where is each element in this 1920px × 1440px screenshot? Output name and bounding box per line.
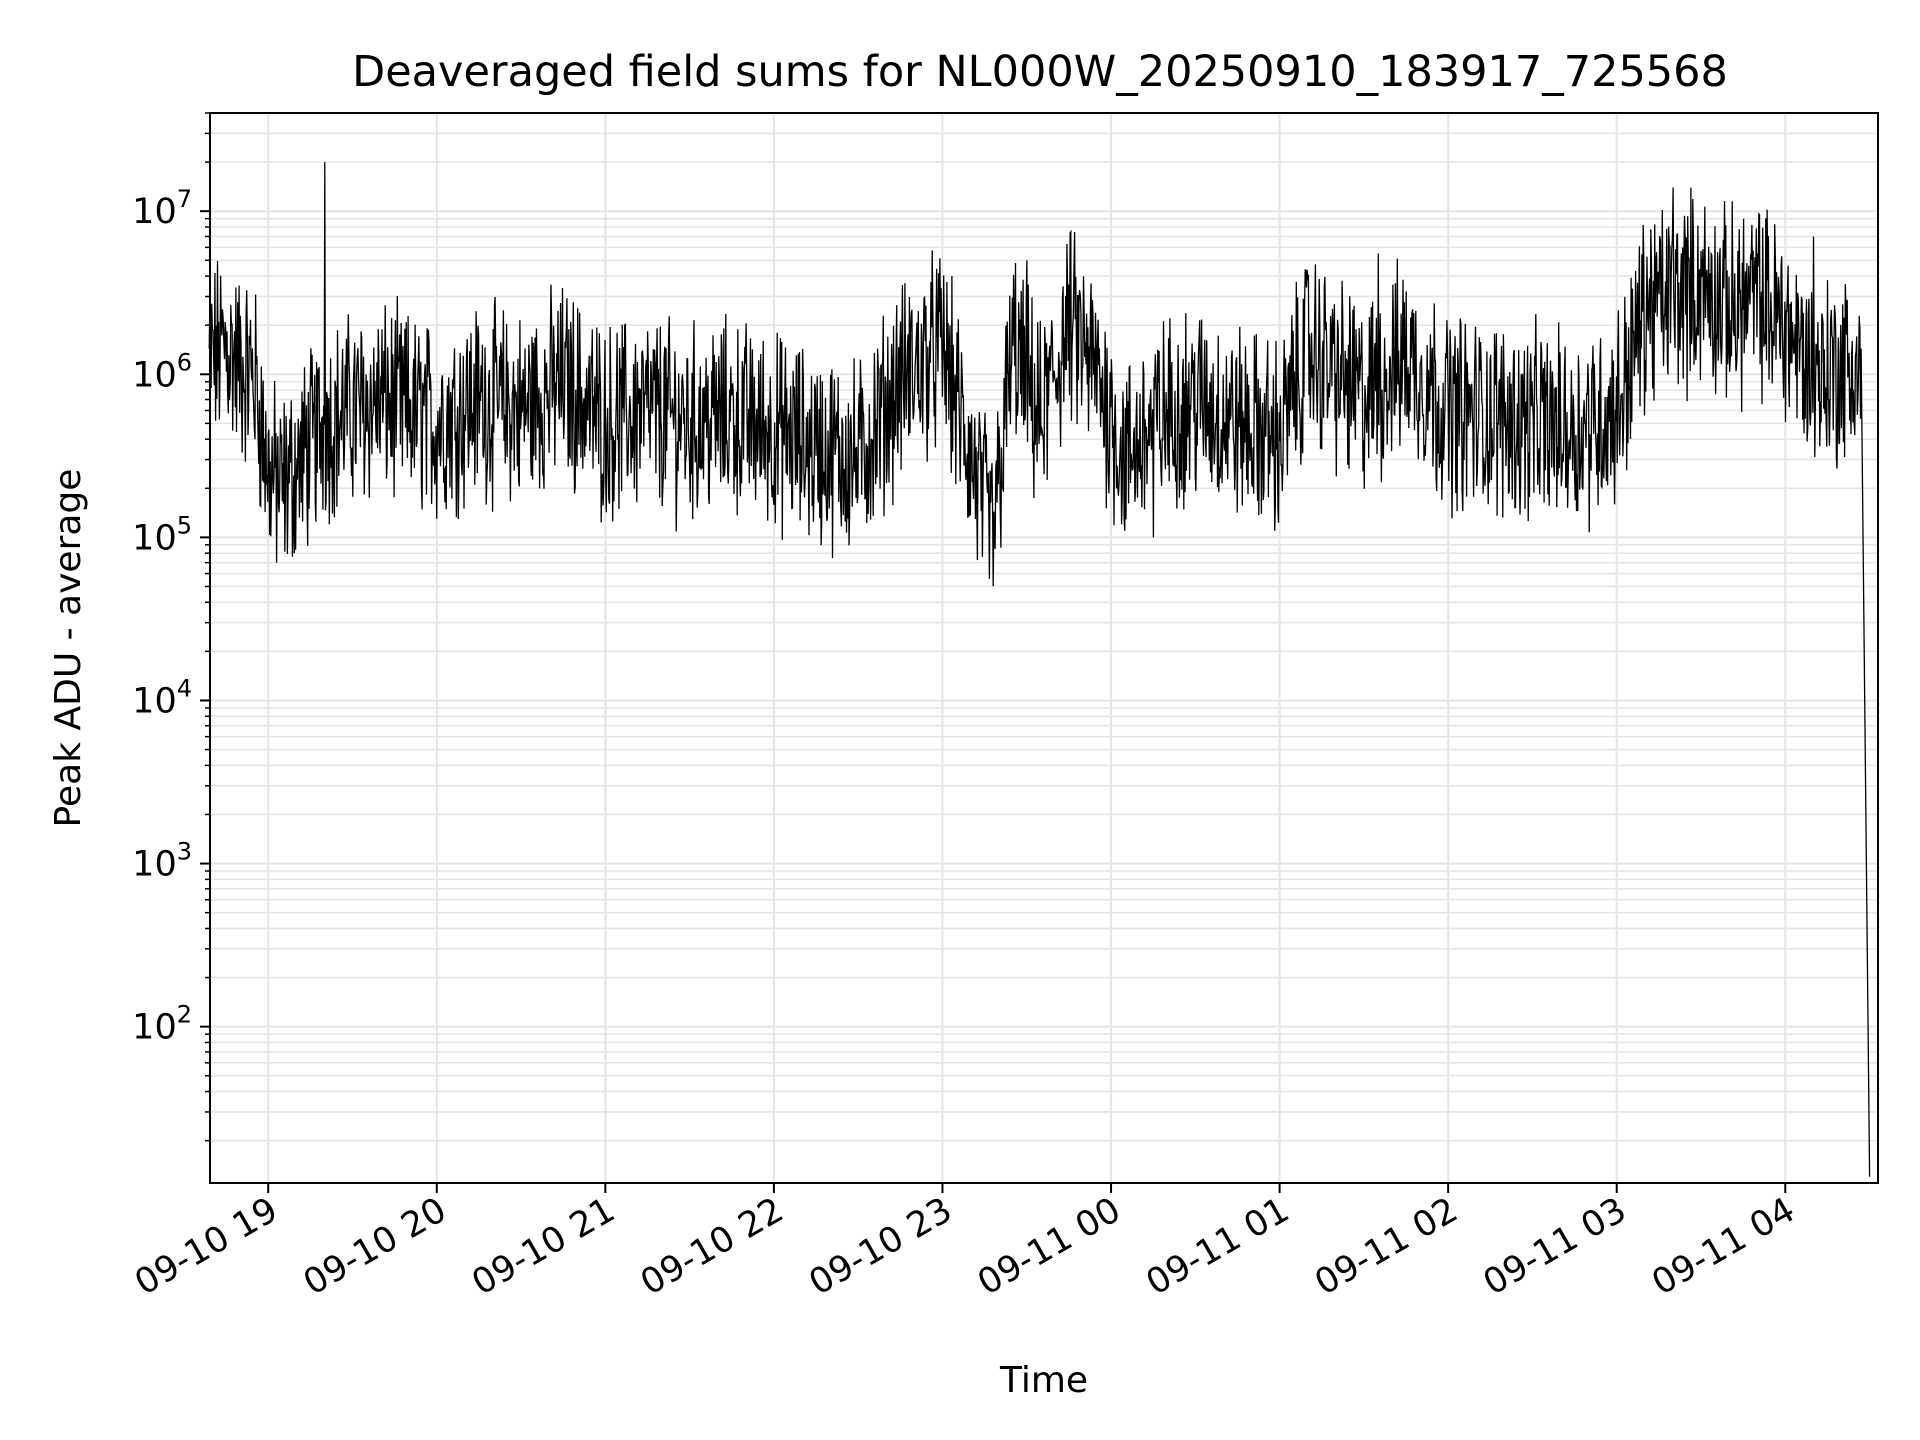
x-axis-label: Time [999, 1360, 1088, 1401]
plot-frame [209, 112, 1879, 1184]
y-tick-label: 104 [132, 674, 192, 721]
y-tick-label: 103 [132, 838, 192, 885]
y-tick-label: 105 [132, 511, 192, 558]
chart-title: Deaveraged field sums for NL000W_2025091… [352, 47, 1728, 97]
y-axis: 102 103 104 105 106 107 [132, 112, 210, 1142]
y-tick-label: 107 [132, 185, 192, 232]
y-axis-label: Peak ADU - average [48, 469, 89, 828]
series-group [208, 162, 1871, 1177]
y-tick-label: 106 [132, 348, 192, 395]
y-tick-label: 102 [132, 1001, 192, 1048]
series-line [208, 162, 1871, 1177]
